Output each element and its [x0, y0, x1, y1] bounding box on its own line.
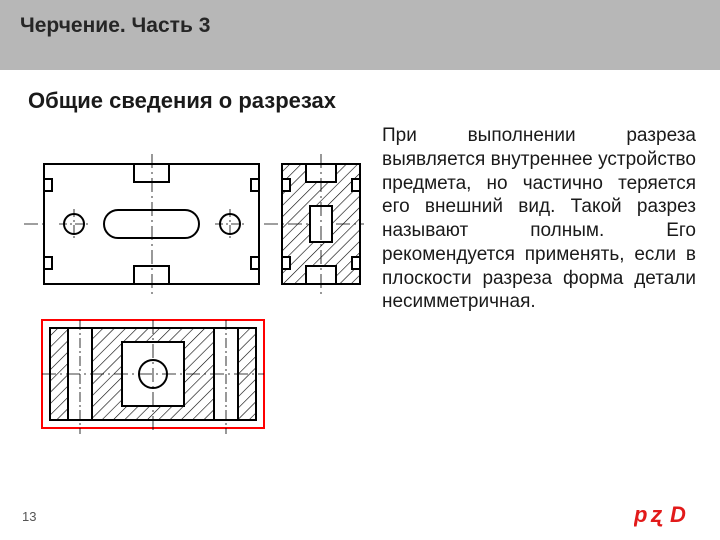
rzd-logo-icon: p ʐ D	[634, 500, 698, 530]
body-row: При выполнении разреза выявляется внутре…	[24, 124, 696, 444]
diagram-column	[24, 124, 364, 444]
text-column: При выполнении разреза выявляется внутре…	[382, 124, 696, 444]
section-title: Общие сведения о разрезах	[24, 88, 696, 114]
top-left-view	[44, 154, 259, 294]
svg-text:p: p	[634, 502, 647, 527]
page-title: Черчение. Часть 3	[20, 14, 210, 38]
top-right-section	[282, 154, 360, 294]
svg-text:ʐ: ʐ	[650, 502, 663, 527]
technical-drawing	[24, 124, 364, 444]
page-number: 13	[22, 509, 36, 524]
body-paragraph: При выполнении разреза выявляется внутре…	[382, 124, 696, 314]
bottom-section	[42, 320, 264, 434]
svg-text:D: D	[670, 502, 686, 527]
header-bar: Черчение. Часть 3	[0, 0, 720, 70]
content-area: Общие сведения о разрезах	[0, 70, 720, 444]
